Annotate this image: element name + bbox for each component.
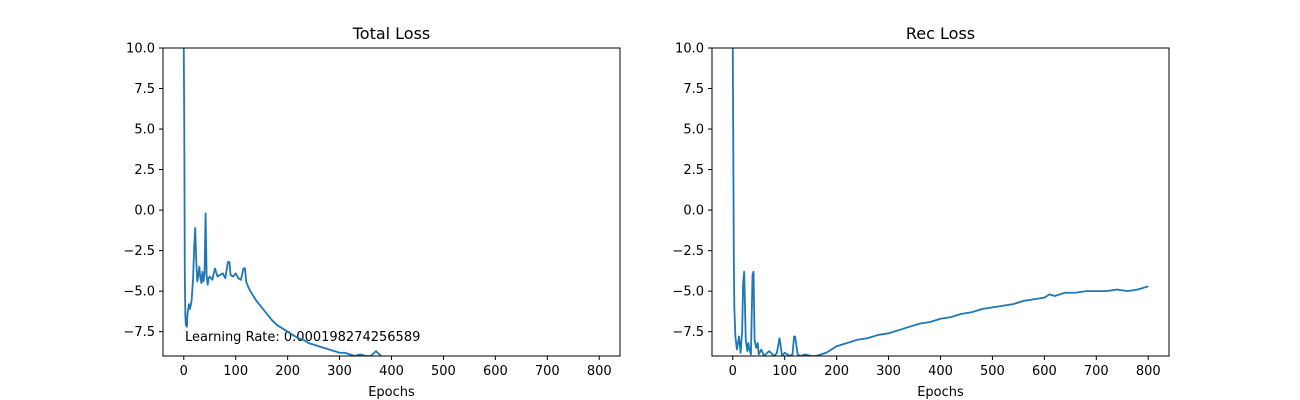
y-tick-label: 5.0 [683,123,704,138]
x-tick-label: 400 [379,364,404,379]
x-tick-label: 0 [180,364,188,379]
chart-title: Total Loss [352,24,431,43]
y-tick-label: 5.0 [134,123,155,138]
axes-frame [711,47,1170,357]
x-tick-label: 500 [980,364,1005,379]
y-tick-label: 10.0 [675,42,704,57]
y-tick-label: 2.5 [683,163,704,178]
series-line-0 [731,48,1149,356]
x-tick-label: 200 [824,364,849,379]
chart-title: Rec Loss [906,24,975,43]
y-tick-label: 10.0 [126,42,155,57]
learning-rate-annotation: Learning Rate: 0.000198274256589 [185,330,420,345]
x-tick-label: 100 [772,364,797,379]
y-tick-label: −2.5 [123,244,155,259]
y-tick-label: 2.5 [134,163,155,178]
x-tick-label: 300 [876,364,901,379]
y-tick-label: −2.5 [672,244,704,259]
x-tick-label: 800 [587,364,612,379]
x-tick-label: 700 [535,364,560,379]
x-tick-label: 300 [327,364,352,379]
y-tick-label: −5.0 [123,285,155,300]
chart-rec-loss: Rec Loss Epochs 0 100 200 300 400 500 600 700 80… [672,24,1170,400]
x-tick-label: 700 [1084,364,1109,379]
x-tick-label: 800 [1136,364,1161,379]
axes-frame [162,47,621,357]
y-tick-label: 0.0 [134,204,155,219]
y-tick-label: −7.5 [123,325,155,340]
x-tick-label: 600 [483,364,508,379]
y-tick-label: 0.0 [683,204,704,219]
y-tick-label: −5.0 [672,285,704,300]
x-tick-label: 400 [928,364,953,379]
y-tick-label: −7.5 [672,325,704,340]
x-axis-label: Epochs [917,385,964,400]
y-tick-label: 7.5 [683,82,704,97]
x-tick-label: 500 [431,364,456,379]
chart-total-loss: Total Loss Epochs Learning Rate: 0.00019… [123,24,621,400]
series-line-0 [182,48,382,356]
y-tick-label: 7.5 [134,82,155,97]
x-tick-label: 200 [275,364,300,379]
x-tick-label: 100 [223,364,248,379]
x-axis-label: Epochs [368,385,415,400]
x-tick-label: 0 [729,364,737,379]
x-tick-label: 600 [1032,364,1057,379]
